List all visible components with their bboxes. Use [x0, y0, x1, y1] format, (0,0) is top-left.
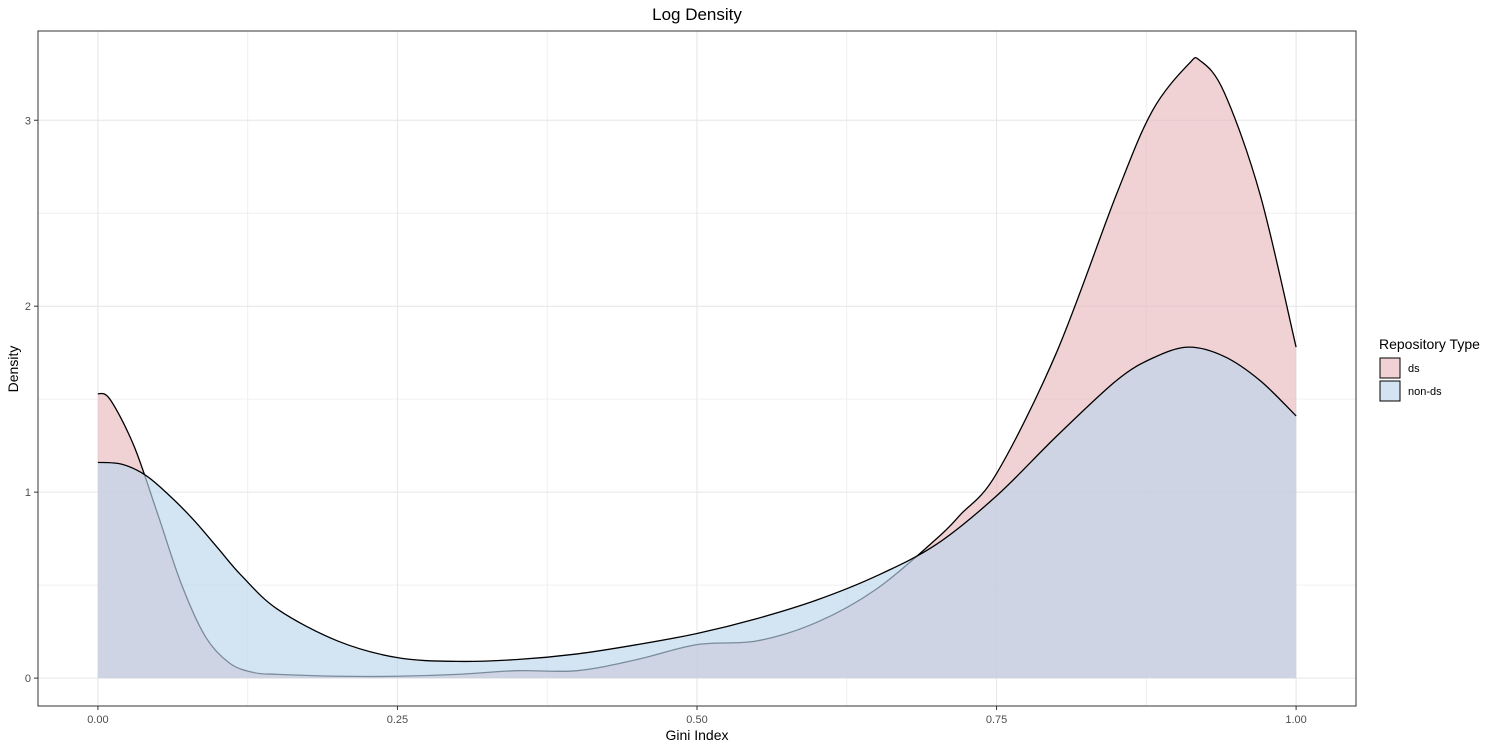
series-layer — [97, 57, 1297, 679]
legend-key-ds — [1379, 357, 1401, 379]
x-tick-label: 0.50 — [686, 714, 707, 726]
x-tick-label: 0.75 — [986, 714, 1007, 726]
y-tick-label: 1 — [25, 487, 31, 499]
chart-title: Log Density — [652, 5, 742, 24]
legend-label-ds: ds — [1408, 363, 1420, 375]
legend-key-non-ds — [1379, 380, 1401, 402]
y-tick-label: 0 — [25, 673, 31, 685]
legend-label-non-ds: non-ds — [1408, 386, 1442, 398]
axis-ticks: 0.00 0.25 0.50 0.75 1.00 0 1 2 3 — [25, 115, 1307, 726]
x-axis-title: Gini Index — [665, 727, 728, 743]
density-line-non-ds — [97, 346, 1297, 663]
x-tick-label: 1.00 — [1285, 714, 1306, 726]
x-tick-label: 0.25 — [387, 714, 408, 726]
x-tick-label: 0.00 — [87, 714, 108, 726]
density-area-non-ds — [97, 347, 1297, 679]
legend-title: Repository Type — [1379, 336, 1480, 352]
y-axis-title: Density — [5, 346, 21, 393]
legend: Repository Type ds non-ds — [1379, 336, 1480, 402]
y-tick-label: 3 — [25, 115, 31, 127]
y-tick-label: 2 — [25, 301, 31, 313]
